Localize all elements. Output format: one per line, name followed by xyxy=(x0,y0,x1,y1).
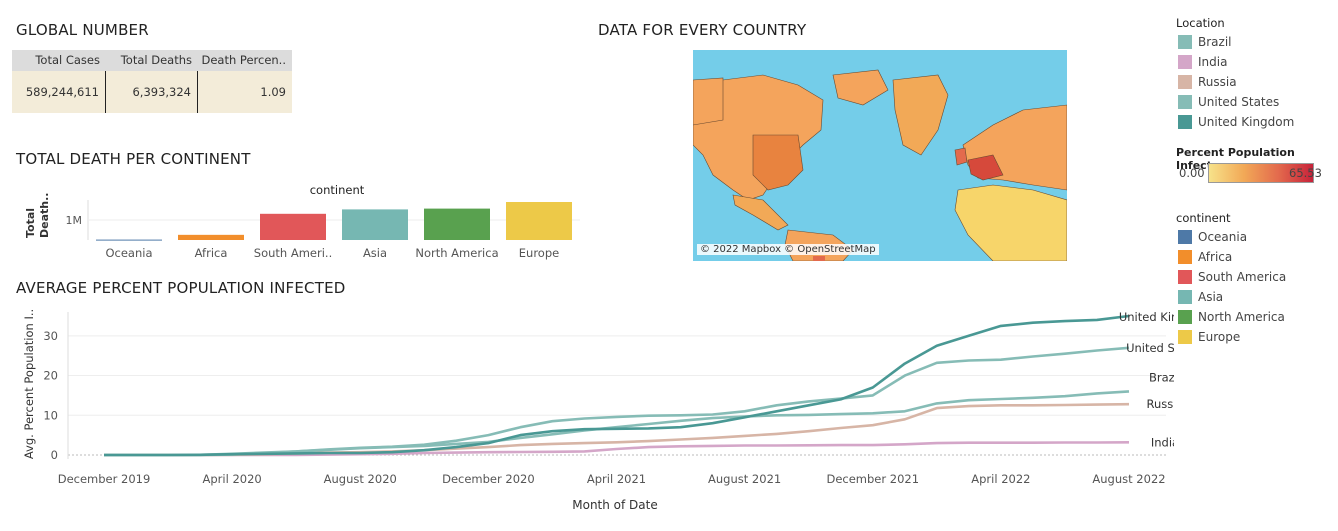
continent-legend-item[interactable]: Europe xyxy=(1178,327,1286,347)
value-death-percent: 1.09 xyxy=(260,85,286,99)
bar-south-ameri-[interactable] xyxy=(260,213,326,240)
legend-label: Brazil xyxy=(1198,35,1232,49)
continent-legend-title: continent xyxy=(1176,211,1231,225)
value-total-deaths: 6,393,324 xyxy=(106,71,198,113)
global-number-table: Total Cases Total Deaths Death Percen.. … xyxy=(12,50,292,114)
legend-label: United Kingdom xyxy=(1198,115,1295,129)
bar-chart-header: continent xyxy=(310,183,365,197)
series-end-label: United Kingdom xyxy=(1119,310,1174,324)
map-title: DATA FOR EVERY COUNTRY xyxy=(598,21,807,39)
line-ytick-label: 10 xyxy=(43,408,58,422)
infect-legend-max: 65.53 xyxy=(1289,166,1322,180)
series-end-label: India xyxy=(1151,435,1174,449)
line-xtick-label: August 2021 xyxy=(708,472,781,486)
legend-swatch xyxy=(1178,35,1192,49)
line-chart-title: AVERAGE PERCENT POPULATION INFECTED xyxy=(16,279,346,297)
legend-label: United States xyxy=(1198,95,1280,109)
location-legend-item[interactable]: India xyxy=(1178,52,1294,72)
legend-label: Europe xyxy=(1198,330,1241,344)
legend-label: North America xyxy=(1198,310,1285,324)
bar-africa[interactable] xyxy=(178,234,244,240)
bar-ylabel-line2: Death.. xyxy=(38,193,51,238)
legend-swatch xyxy=(1178,310,1192,324)
series-end-label: Brazil xyxy=(1149,370,1174,384)
continent-legend-item[interactable]: North America xyxy=(1178,307,1286,327)
legend-swatch xyxy=(1178,230,1192,244)
line-xtick-label: December 2019 xyxy=(58,472,151,486)
continent-legend-item[interactable]: Africa xyxy=(1178,247,1286,267)
line-xtick-label: August 2020 xyxy=(324,472,397,486)
location-legend-item[interactable]: United States xyxy=(1178,92,1294,112)
legend-swatch xyxy=(1178,250,1192,264)
line-xtick-label: August 2022 xyxy=(1092,472,1165,486)
bar-asia[interactable] xyxy=(342,209,408,240)
bar-oceania[interactable] xyxy=(96,239,162,241)
location-legend-item[interactable]: Brazil xyxy=(1178,32,1294,52)
bar-north-america[interactable] xyxy=(424,208,490,240)
continent-legend-item[interactable]: South America xyxy=(1178,267,1286,287)
legend-swatch xyxy=(1178,290,1192,304)
series-end-label: United States xyxy=(1126,341,1174,355)
bar-ytick-label: 1M xyxy=(66,214,83,227)
infect-color-ramp xyxy=(1208,163,1314,183)
legend-swatch xyxy=(1178,75,1192,89)
line-ylabel: Avg. Percent Population I.. xyxy=(22,309,36,459)
bar-xtick-label: North America xyxy=(415,246,498,260)
location-legend: Brazil India Russia United States United Kin… xyxy=(1178,32,1294,132)
bar-europe[interactable] xyxy=(506,202,572,240)
legend-label: India xyxy=(1198,55,1228,69)
series-line-united-states[interactable] xyxy=(104,346,1130,457)
series-end-label: Russia xyxy=(1147,397,1175,411)
bar-xtick-label: South Ameri.. xyxy=(254,246,332,260)
line-xtick-label: December 2020 xyxy=(442,472,535,486)
value-total-cases: 589,244,611 xyxy=(12,71,106,113)
continent-legend: Oceania Africa South America Asia North Amer… xyxy=(1178,227,1286,347)
map-attribution: © 2022 Mapbox © OpenStreetMap xyxy=(697,244,879,255)
line-xtick-label: December 2021 xyxy=(826,472,919,486)
line-ytick-label: 0 xyxy=(51,448,58,462)
line-ytick-label: 30 xyxy=(43,329,58,343)
series-line-united-kingdom[interactable] xyxy=(104,314,1130,457)
location-legend-item[interactable]: Russia xyxy=(1178,72,1294,92)
legend-label: Africa xyxy=(1198,250,1233,264)
location-legend-item[interactable]: United Kingdom xyxy=(1178,112,1294,132)
infect-legend-min: 0.00 xyxy=(1179,166,1205,180)
legend-label: Oceania xyxy=(1198,230,1248,244)
line-xtick-label: April 2021 xyxy=(587,472,646,486)
legend-swatch xyxy=(1178,95,1192,109)
continent-legend-item[interactable]: Asia xyxy=(1178,287,1286,307)
legend-swatch xyxy=(1178,115,1192,129)
bar-xtick-label: Asia xyxy=(363,246,387,260)
death-per-continent-chart: continent Total Death.. 1M Oceania Africa S… xyxy=(24,183,580,260)
line-xlabel: Month of Date xyxy=(572,498,658,512)
header-total-deaths: Total Deaths xyxy=(120,53,192,67)
header-total-cases: Total Cases xyxy=(35,53,100,67)
bar-chart-title: TOTAL DEATH PER CONTINENT xyxy=(16,150,251,168)
line-xtick-label: April 2020 xyxy=(203,472,262,486)
legend-label: South America xyxy=(1198,270,1287,284)
line-ytick-label: 20 xyxy=(43,369,58,383)
legend-label: Asia xyxy=(1198,290,1224,304)
series-line-brazil[interactable] xyxy=(104,390,1130,457)
legend-label: Russia xyxy=(1198,75,1237,89)
bar-xtick-label: Africa xyxy=(195,246,228,260)
bar-xtick-label: Europe xyxy=(519,246,559,260)
legend-swatch xyxy=(1178,270,1192,284)
bar-ylabel-line1: Total xyxy=(24,208,37,238)
continent-legend-item[interactable]: Oceania xyxy=(1178,227,1286,247)
location-legend-title: Location xyxy=(1176,16,1225,30)
header-death-percent: Death Percen.. xyxy=(201,53,286,67)
avg-infected-chart: Avg. Percent Population I.. Month of Dat… xyxy=(22,309,1175,512)
legend-swatch xyxy=(1178,330,1192,344)
bar-xtick-label: Oceania xyxy=(105,246,152,260)
world-map[interactable]: © 2022 Mapbox © OpenStreetMap xyxy=(594,50,1067,261)
global-number-title: GLOBAL NUMBER xyxy=(16,21,149,39)
line-xtick-label: April 2022 xyxy=(971,472,1030,486)
map-canvas[interactable]: © 2022 Mapbox © OpenStreetMap xyxy=(693,50,1067,261)
legend-swatch xyxy=(1178,55,1192,69)
